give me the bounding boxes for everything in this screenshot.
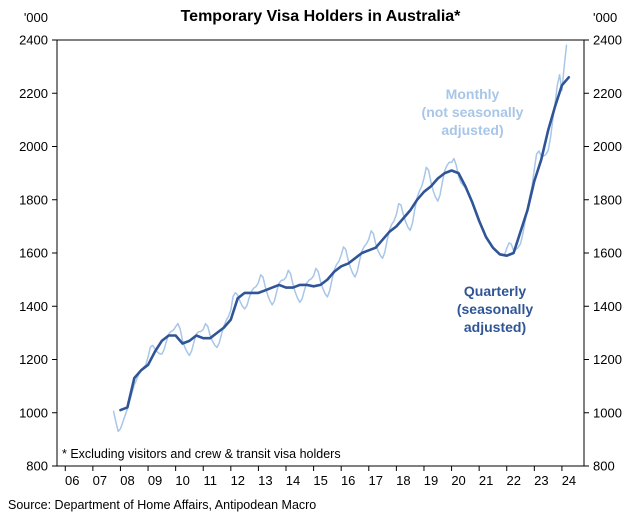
monthly-series-label-line1: Monthly xyxy=(445,86,500,102)
y-axis-label-right: 2400 xyxy=(593,33,622,48)
x-axis-label: 08 xyxy=(120,473,134,488)
quarterly-series-label-line3: adjusted) xyxy=(463,319,527,335)
x-axis-label: 10 xyxy=(175,473,189,488)
y-axis-unit-left: '000 xyxy=(24,10,48,25)
y-axis-label-left: 800 xyxy=(26,459,48,474)
x-axis-label: 06 xyxy=(65,473,79,488)
y-axis-label-right: 1200 xyxy=(593,352,622,367)
chart-title: Temporary Visa Holders in Australia* xyxy=(180,8,461,25)
quarterly-series-label-line2: (seasonally xyxy=(456,301,534,317)
y-axis-label-left: 1600 xyxy=(19,246,48,261)
y-axis-unit-right: '000 xyxy=(593,10,617,25)
quarterly-series-label: Quarterly (seasonally adjusted) xyxy=(435,282,555,336)
x-axis-label: 19 xyxy=(424,473,438,488)
quarterly-series-label-line1: Quarterly xyxy=(463,283,527,299)
x-axis-label: 18 xyxy=(396,473,410,488)
source-attribution: Source: Department of Home Affairs, Anti… xyxy=(8,498,317,512)
x-axis-label: 20 xyxy=(451,473,465,488)
y-axis-label-left: 1400 xyxy=(19,299,48,314)
y-axis-label-left: 1800 xyxy=(19,192,48,207)
y-axis-label-left: 1000 xyxy=(19,405,48,420)
y-axis-label-right: 1400 xyxy=(593,299,622,314)
x-axis-label: 23 xyxy=(534,473,548,488)
x-axis-label: 09 xyxy=(148,473,162,488)
y-axis-label-right: 1000 xyxy=(593,405,622,420)
x-axis-label: 14 xyxy=(286,473,300,488)
chart-footnote: * Excluding visitors and crew & transit … xyxy=(62,447,341,461)
monthly-series-label-line3: adjusted) xyxy=(441,122,504,138)
x-axis-label: 11 xyxy=(203,473,217,488)
x-axis-label: 15 xyxy=(313,473,327,488)
y-axis-label-right: 2200 xyxy=(593,86,622,101)
x-axis-label: 21 xyxy=(479,473,493,488)
y-axis-label-right: 2000 xyxy=(593,139,622,154)
x-axis-label: 22 xyxy=(507,473,521,488)
y-axis-label-right: 1600 xyxy=(593,246,622,261)
x-axis-label: 17 xyxy=(369,473,383,488)
y-axis-label-left: 1200 xyxy=(19,352,48,367)
x-axis-label: 12 xyxy=(231,473,245,488)
series-line-quarterly xyxy=(119,76,571,412)
x-axis-label: 07 xyxy=(93,473,107,488)
y-axis-label-left: 2000 xyxy=(19,139,48,154)
y-axis-label-right: 800 xyxy=(593,459,615,474)
x-axis-label: 16 xyxy=(341,473,355,488)
chart-plot-area: 800 800 1000 1000 1200 1200 1400 1400 1600 1600 18… xyxy=(19,10,622,488)
y-axis-label-left: 2400 xyxy=(19,33,48,48)
monthly-series-label: Monthly (not seasonally adjusted) xyxy=(385,85,560,139)
x-axis-label: 24 xyxy=(562,473,576,488)
y-axis-label-left: 2200 xyxy=(19,86,48,101)
monthly-series-label-line2: (not seasonally xyxy=(421,104,524,120)
x-axis-label: 13 xyxy=(258,473,272,488)
y-axis-label-right: 1800 xyxy=(593,192,622,207)
